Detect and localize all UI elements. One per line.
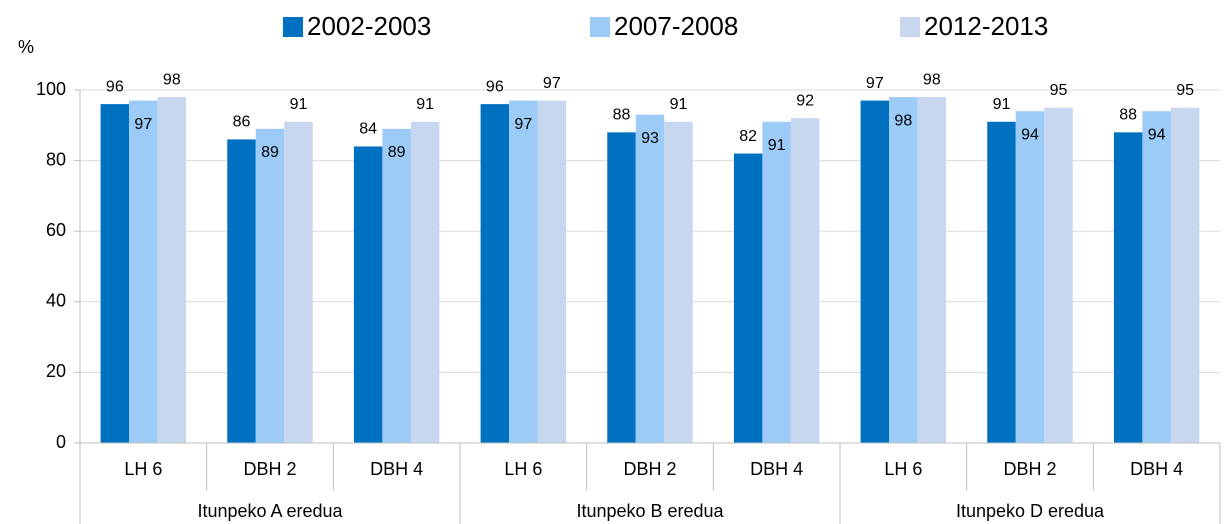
bar	[227, 139, 256, 444]
x-tick-label: LH 6	[124, 459, 162, 479]
y-tick-label: 100	[36, 79, 66, 99]
bar	[1044, 107, 1073, 444]
data-label: 84	[359, 121, 377, 138]
y-tick-label: 80	[46, 149, 66, 169]
data-label: 91	[768, 137, 786, 154]
bar	[607, 132, 636, 444]
bar	[1170, 107, 1200, 444]
data-label: 94	[1021, 126, 1039, 143]
group-label: Itunpeko D eredua	[956, 501, 1105, 521]
bar	[284, 121, 313, 444]
data-label: 91	[290, 96, 308, 113]
data-label: 95	[1050, 82, 1068, 99]
bar	[790, 118, 820, 444]
bar	[917, 97, 947, 443]
bar	[129, 100, 158, 443]
y-tick-label: 40	[46, 291, 66, 311]
bar	[860, 100, 890, 443]
bar	[353, 146, 383, 444]
data-label: 88	[613, 107, 631, 124]
x-tick-label: DBH 2	[623, 459, 676, 479]
legend-label: 2007-2008	[614, 11, 738, 41]
data-label: 86	[233, 114, 251, 131]
x-tick-label: DBH 4	[370, 459, 423, 479]
data-label: 88	[1119, 107, 1137, 124]
bar	[762, 121, 791, 444]
x-tick-label: DBH 2	[1003, 459, 1056, 479]
bar	[480, 104, 510, 444]
x-tick-label: DBH 2	[243, 459, 296, 479]
bar	[733, 153, 763, 444]
data-label: 93	[641, 130, 659, 147]
y-tick-label: 20	[46, 361, 66, 381]
bar	[255, 128, 285, 443]
data-label: 82	[739, 128, 757, 145]
data-label: 98	[894, 112, 912, 129]
bar	[410, 121, 440, 444]
bar	[1142, 111, 1171, 444]
bar	[664, 121, 693, 444]
bar	[382, 128, 411, 443]
legend-label: 2002-2003	[307, 11, 431, 41]
data-label: 95	[1176, 82, 1194, 99]
legend-label: 2012-2013	[924, 11, 1048, 41]
bar	[1015, 111, 1045, 444]
bar	[987, 121, 1016, 444]
y-tick-label: 60	[46, 220, 66, 240]
data-label: 96	[486, 78, 504, 95]
legend-swatch	[283, 17, 303, 37]
data-label: 91	[416, 96, 434, 113]
data-label: 91	[670, 96, 688, 113]
bar	[635, 114, 665, 444]
legend-swatch	[590, 17, 610, 37]
legend-swatch	[900, 17, 920, 37]
data-label: 96	[106, 78, 124, 95]
data-label: 98	[923, 71, 941, 88]
data-label: 89	[261, 144, 279, 161]
y-axis-label: %	[18, 37, 34, 57]
bar	[157, 97, 187, 443]
bar	[509, 100, 538, 443]
group-label: Itunpeko B eredua	[576, 501, 724, 521]
y-tick-label: 0	[56, 432, 66, 452]
data-label: 92	[796, 92, 814, 109]
data-label: 98	[163, 71, 181, 88]
data-label: 97	[866, 75, 884, 92]
bar	[100, 104, 130, 444]
bar	[537, 100, 567, 443]
x-tick-label: DBH 4	[1130, 459, 1183, 479]
data-label: 97	[134, 116, 152, 133]
bar	[1113, 132, 1143, 444]
data-label: 97	[514, 116, 532, 133]
data-label: 97	[543, 75, 561, 92]
x-tick-label: DBH 4	[750, 459, 803, 479]
data-label: 94	[1148, 126, 1166, 143]
bar	[889, 97, 918, 443]
group-label: Itunpeko A eredua	[197, 501, 343, 521]
x-tick-label: LH 6	[884, 459, 922, 479]
data-label: 89	[388, 144, 406, 161]
data-label: 91	[993, 96, 1011, 113]
x-tick-label: LH 6	[504, 459, 542, 479]
